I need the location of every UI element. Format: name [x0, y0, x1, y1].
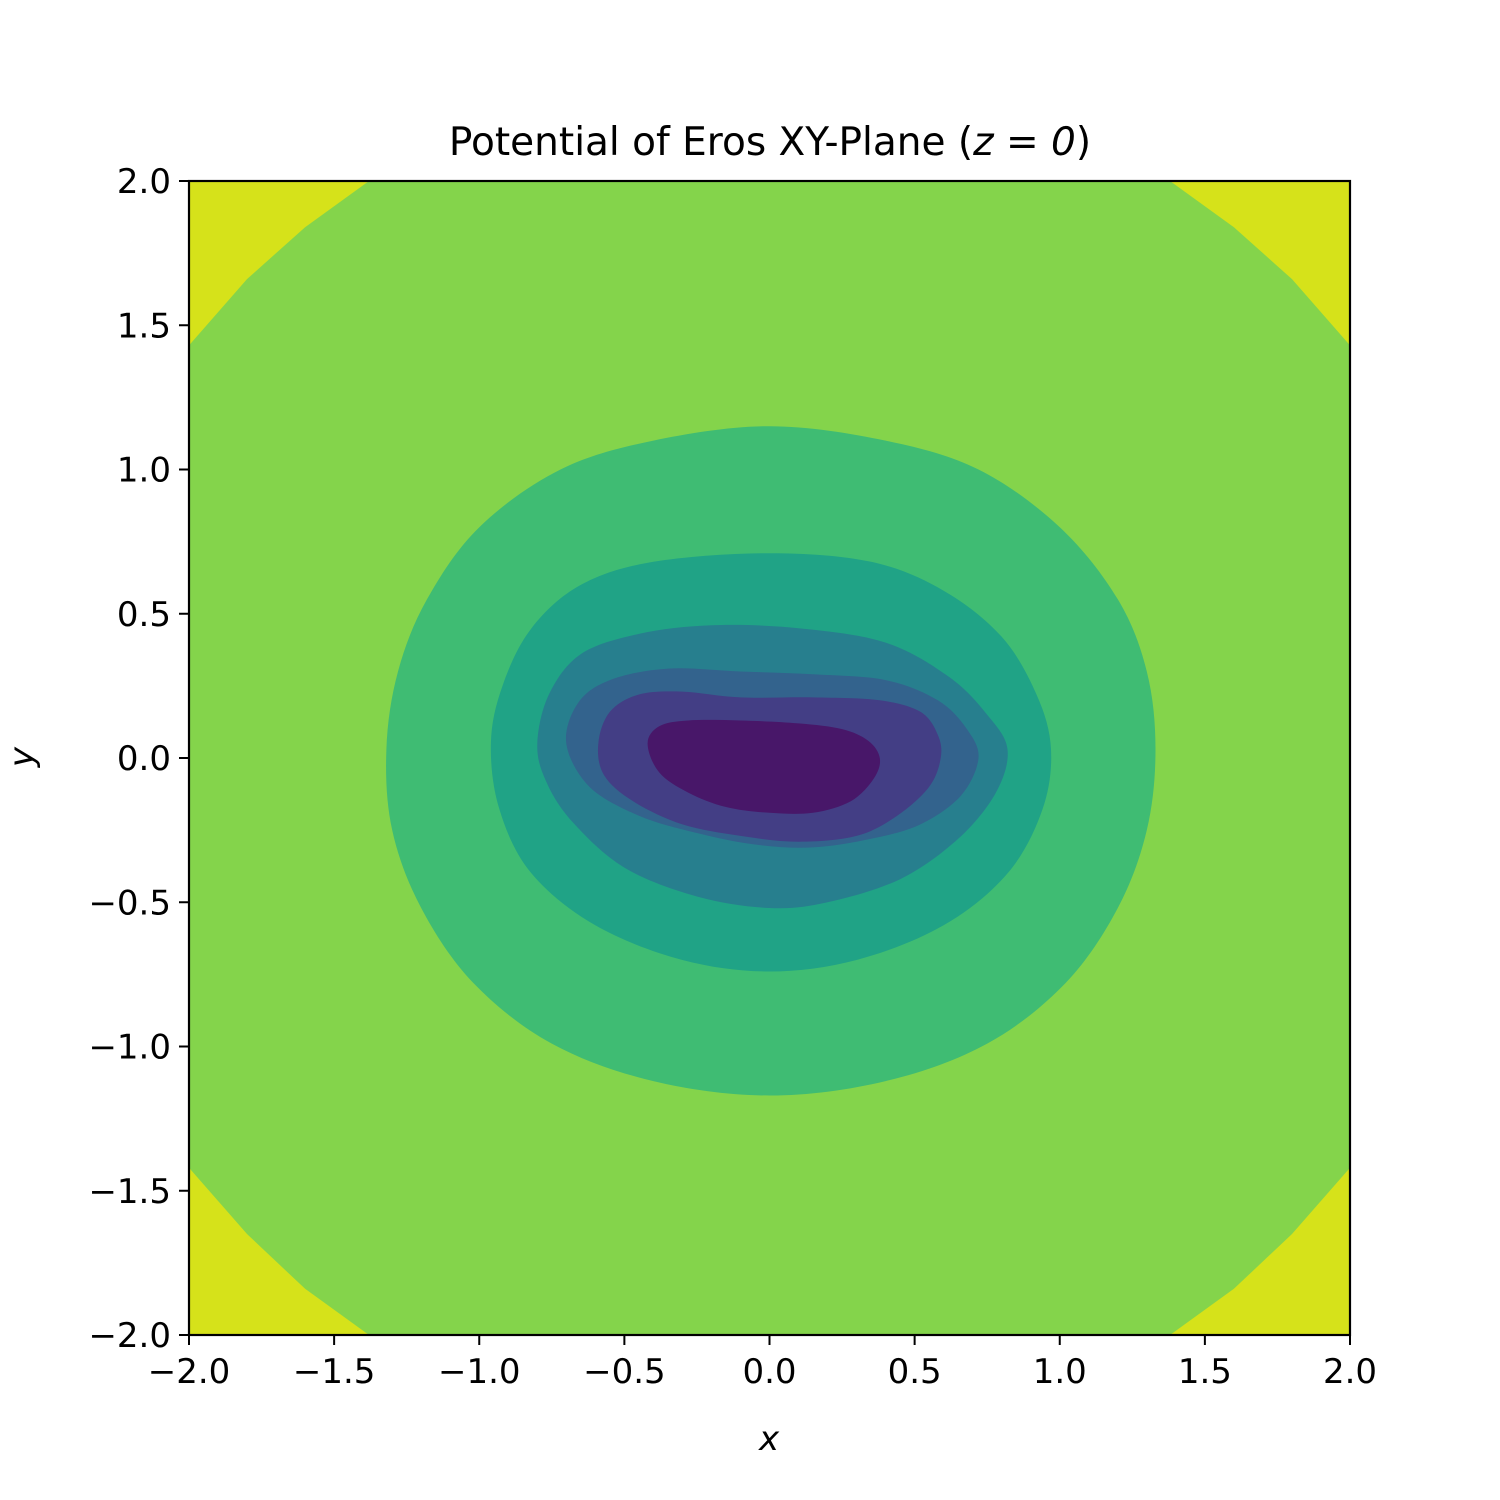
x-axis-label: x	[758, 1419, 780, 1459]
y-tick-label: 0.0	[117, 739, 171, 779]
x-tick-label: 0.0	[742, 1352, 796, 1392]
y-axis-label: y	[2, 746, 42, 768]
y-tick-label: −1.0	[88, 1028, 171, 1068]
x-tick-label: 1.5	[1178, 1352, 1232, 1392]
x-axis: −2.0 −1.5 −1.0 −0.5 0.0 0.5 1.0 1.5 2.0	[148, 1335, 1377, 1392]
y-tick-label: 1.0	[117, 451, 171, 491]
plot-area	[189, 181, 1350, 1335]
x-tick-label: 0.5	[888, 1352, 942, 1392]
x-tick-label: −1.0	[438, 1352, 521, 1392]
chart-title: Potential of Eros XY-Plane (z = 0)	[449, 120, 1091, 165]
y-tick-label: 1.5	[117, 306, 171, 346]
y-axis: −2.0 −1.5 −1.0 −0.5 0.0 0.5 1.0 1.5 2.0	[88, 162, 189, 1356]
contour-level-7	[647, 719, 881, 814]
x-tick-label: 1.0	[1033, 1352, 1087, 1392]
y-tick-label: −1.5	[88, 1172, 171, 1212]
y-tick-label: 2.0	[117, 162, 171, 202]
y-tick-label: −2.0	[88, 1316, 171, 1356]
x-tick-label: −2.0	[148, 1352, 231, 1392]
x-tick-label: −1.5	[293, 1352, 376, 1392]
y-tick-label: −0.5	[88, 883, 171, 923]
contour-layer	[189, 181, 1350, 1335]
x-tick-label: 2.0	[1323, 1352, 1377, 1392]
x-tick-label: −0.5	[583, 1352, 666, 1392]
y-tick-label: 0.5	[117, 595, 171, 635]
